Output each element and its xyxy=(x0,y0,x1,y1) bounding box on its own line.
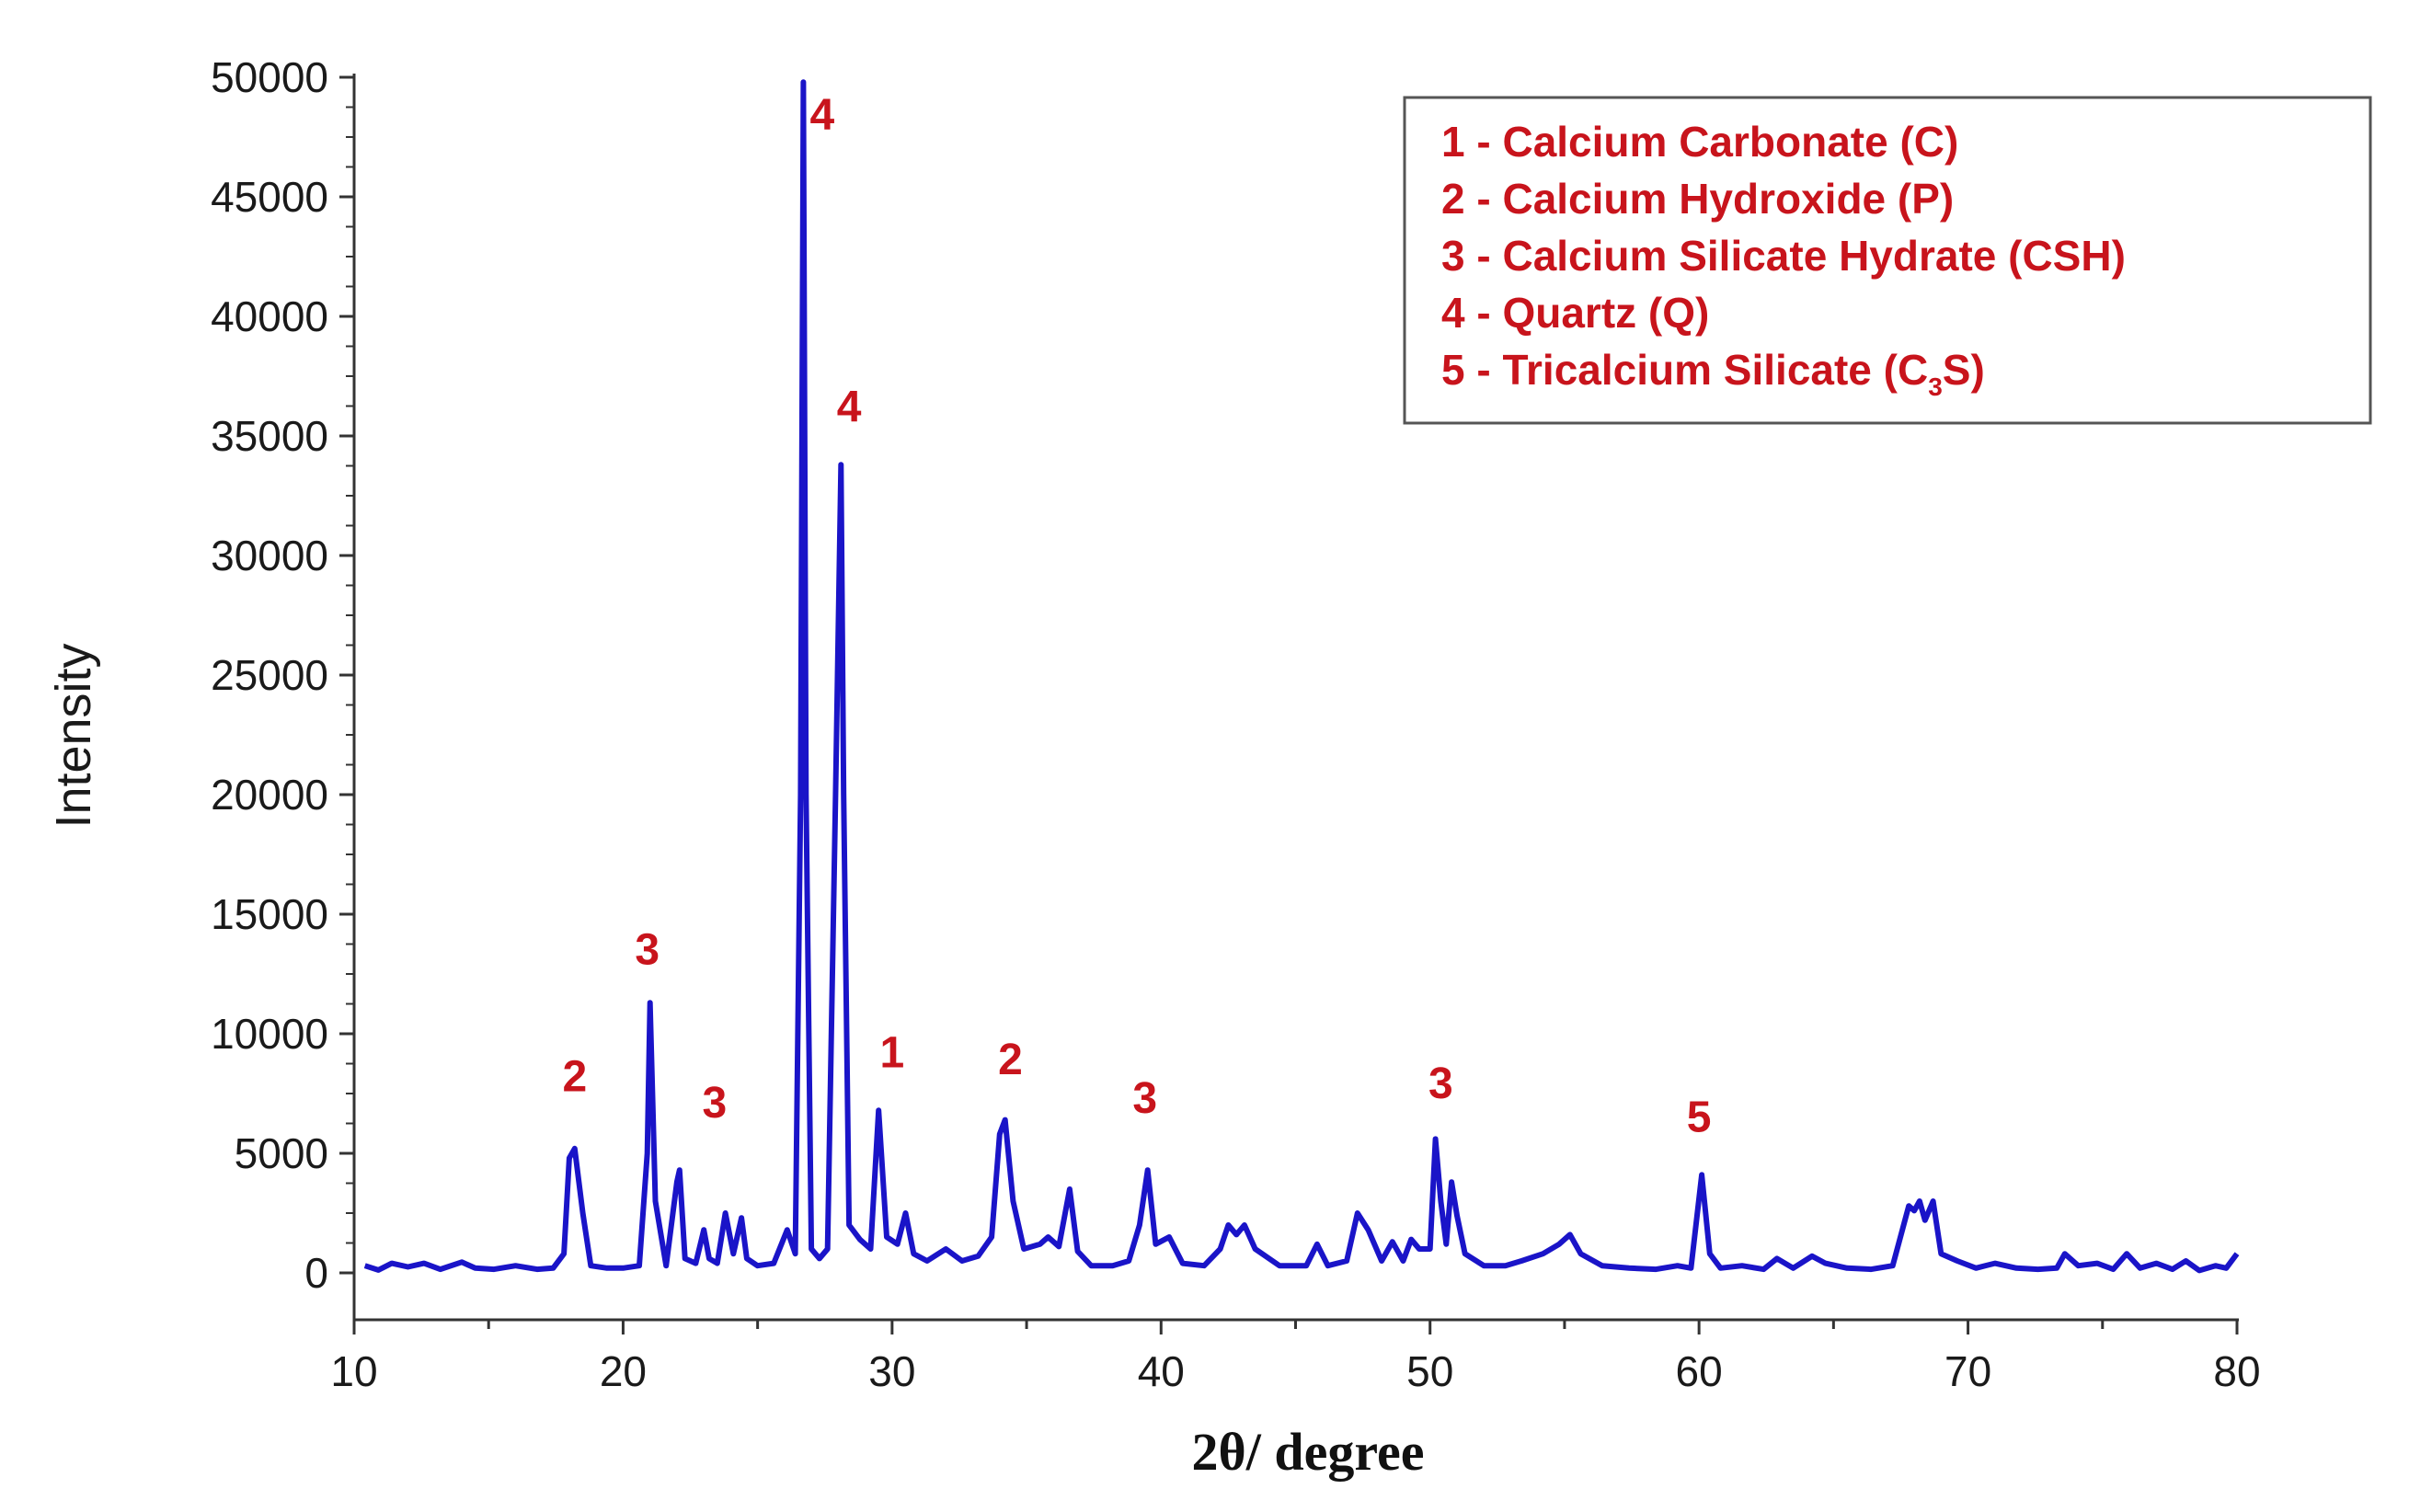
y-tick-label: 35000 xyxy=(211,412,328,460)
legend: 1 - Calcium Carbonate (C) 2 - Calcium Hy… xyxy=(1403,96,2372,425)
y-tick-label: 40000 xyxy=(211,292,328,340)
x-tick-label: 30 xyxy=(868,1347,915,1395)
x-tick-label: 50 xyxy=(1406,1347,1453,1395)
legend-entry-2: 2 - Calcium Hydroxide (P) xyxy=(1441,175,1954,223)
y-tick-label: 0 xyxy=(304,1249,328,1297)
legend-number-1: 1 - xyxy=(1441,118,1502,166)
x-tick-label: 10 xyxy=(330,1347,377,1395)
peak-label: 5 xyxy=(1687,1094,1712,1142)
legend-label-5-subscript: 3 xyxy=(1928,372,1943,401)
y-axis-title: Intensity xyxy=(46,643,101,828)
y-tick-label: 45000 xyxy=(211,173,328,221)
peak-label: 2 xyxy=(998,1036,1023,1084)
legend-entry-1: 1 - Calcium Carbonate (C) xyxy=(1441,118,1958,166)
tick-labels: 10 20 30 40 50 60 70 80050001000015000200002500… xyxy=(211,53,2261,1395)
legend-number-4: 4 - xyxy=(1441,289,1502,337)
legend-label-3: Calcium Silicate Hydrate (CSH) xyxy=(1502,232,2125,280)
legend-label-5b: S) xyxy=(1943,346,1985,394)
y-tick-label: 20000 xyxy=(211,771,328,819)
peak-annotations: 2 3 3 4 4 1 2 3 3 5 xyxy=(562,91,1711,1141)
peak-label: 4 xyxy=(809,91,834,140)
series-line xyxy=(363,79,2240,1274)
legend-label-4: Quartz (Q) xyxy=(1502,289,1709,337)
legend-entry-3: 3 - Calcium Silicate Hydrate (CSH) xyxy=(1441,232,2126,280)
legend-number-5: 5 - xyxy=(1441,346,1502,394)
peak-label: 4 xyxy=(837,383,862,431)
legend-label-2: Calcium Hydroxide (P) xyxy=(1502,175,1954,223)
legend-box xyxy=(1403,96,2372,425)
x-tick-label: 80 xyxy=(2213,1347,2260,1395)
y-tick-label: 5000 xyxy=(235,1129,328,1177)
x-tick-label: 70 xyxy=(1944,1347,1991,1395)
y-tick-label: 25000 xyxy=(211,651,328,699)
y-tick-label: 10000 xyxy=(211,1010,328,1058)
legend-number-2: 2 - xyxy=(1441,175,1502,223)
y-tick-label: 30000 xyxy=(211,532,328,579)
legend-label-5a: Tricalcium Silicate (C xyxy=(1502,346,1928,394)
peak-label: 3 xyxy=(635,926,660,975)
legend-entry-5: 5 - Tricalcium Silicate (C3S) xyxy=(1441,346,1985,401)
legend-label-1: Calcium Carbonate (C) xyxy=(1502,118,1958,166)
peak-label: 2 xyxy=(562,1052,587,1101)
legend-number-3: 3 - xyxy=(1441,232,1502,280)
y-tick-label: 50000 xyxy=(211,53,328,101)
x-tick-label: 20 xyxy=(600,1347,647,1395)
x-tick-label: 40 xyxy=(1138,1347,1185,1395)
legend-entry-4: 4 - Quartz (Q) xyxy=(1441,289,1709,337)
peak-label: 1 xyxy=(880,1028,905,1077)
y-tick-label: 15000 xyxy=(211,890,328,938)
peak-label: 3 xyxy=(1428,1060,1453,1108)
peak-label: 3 xyxy=(703,1079,728,1128)
x-axis-title: 2θ/ degree xyxy=(1191,1422,1424,1482)
x-tick-label: 60 xyxy=(1676,1347,1723,1395)
axis-ticks xyxy=(339,75,2239,1334)
peak-label: 3 xyxy=(1132,1074,1157,1123)
